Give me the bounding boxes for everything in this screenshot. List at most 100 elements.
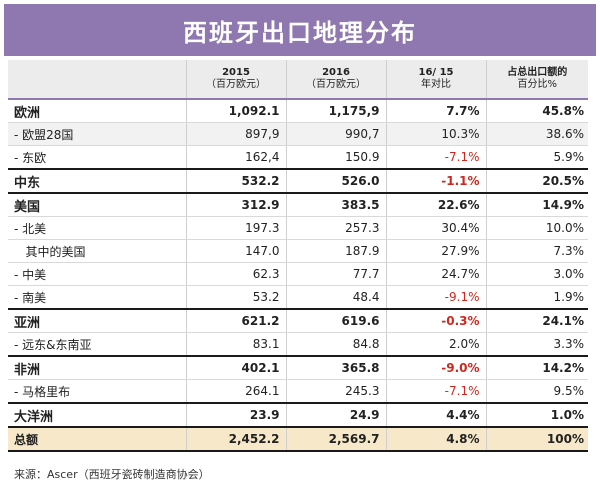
header-2016: 2016 （百万欧元）	[286, 60, 387, 100]
row-label: - 马格里布	[8, 379, 187, 404]
value-share: 24.1%	[486, 308, 588, 333]
row-label: 美国	[8, 192, 187, 217]
row-label: - 中美	[8, 262, 187, 286]
row-label: 亚洲	[8, 308, 187, 333]
value-change: 4.4%	[386, 402, 487, 428]
value-2015: 312.9	[186, 192, 287, 217]
table-body: 欧洲 1,092.1 1,175,9 7.7% 45.8% - 欧盟28国 897,9 990…	[8, 98, 588, 452]
value-share: 14.9%	[486, 192, 588, 217]
value-change: 4.8%	[386, 426, 487, 452]
value-share: 3.0%	[486, 262, 588, 286]
value-change: -1.1%	[386, 168, 487, 194]
table-row: 亚洲 621.2 619.6 -0.3% 24.1%	[8, 308, 588, 333]
value-2015: 162,4	[186, 145, 287, 170]
value-change: -9.1%	[386, 285, 487, 310]
value-share: 1.0%	[486, 402, 588, 428]
row-label: - 东欧	[8, 145, 187, 170]
table-row: 大洋洲 23.9 24.9 4.4% 1.0%	[8, 402, 588, 428]
value-change: 2.0%	[386, 332, 487, 357]
header-region	[8, 60, 187, 100]
row-label: - 北美	[8, 216, 187, 240]
header-share-label: 占总出口额的	[507, 67, 568, 78]
value-share: 9.5%	[486, 379, 588, 404]
value-share: 5.9%	[486, 145, 588, 170]
row-label: 其中的美国	[8, 239, 187, 263]
header-share-unit: 百分比%	[517, 79, 557, 90]
row-label: - 南美	[8, 285, 187, 310]
value-2016: 1,175,9	[286, 98, 387, 123]
table-title: 西班牙出口地理分布	[4, 4, 596, 56]
table-row: - 马格里布 264.1 245.3 -7.1% 9.5%	[8, 379, 588, 404]
header-change-label: 16/ 15	[418, 67, 454, 78]
value-2016: 245.3	[286, 379, 387, 404]
value-share: 100%	[486, 426, 588, 452]
table-row: - 远东&东南亚 83.1 84.8 2.0% 3.3%	[8, 332, 588, 357]
value-2015: 621.2	[186, 308, 287, 333]
total-row: 总额 2,452.2 2,569.7 4.8% 100%	[8, 426, 588, 452]
header-2015-year: 2015	[222, 67, 250, 78]
header-2016-unit: （百万欧元）	[306, 79, 366, 90]
value-share: 20.5%	[486, 168, 588, 194]
header-2015: 2015 （百万欧元）	[186, 60, 287, 100]
value-2016: 619.6	[286, 308, 387, 333]
value-change: -9.0%	[386, 355, 487, 380]
value-share: 10.0%	[486, 216, 588, 240]
row-label: - 远东&东南亚	[8, 332, 187, 357]
row-label: - 欧盟28国	[8, 122, 187, 146]
table-row: 其中的美国 147.0 187.9 27.9% 7.3%	[8, 239, 588, 263]
value-change: 7.7%	[386, 98, 487, 123]
header-2016-year: 2016	[322, 67, 350, 78]
value-2016: 990,7	[286, 122, 387, 146]
value-change: -0.3%	[386, 308, 487, 333]
table-row: 美国 312.9 383.5 22.6% 14.9%	[8, 192, 588, 217]
value-change: 24.7%	[386, 262, 487, 286]
value-share: 14.2%	[486, 355, 588, 380]
value-2016: 365.8	[286, 355, 387, 380]
value-share: 3.3%	[486, 332, 588, 357]
table-row: 非洲 402.1 365.8 -9.0% 14.2%	[8, 355, 588, 380]
header-share: 占总出口额的 百分比%	[486, 60, 588, 100]
table-row: - 中美 62.3 77.7 24.7% 3.0%	[8, 262, 588, 286]
value-2016: 84.8	[286, 332, 387, 357]
value-2015: 532.2	[186, 168, 287, 194]
value-2015: 53.2	[186, 285, 287, 310]
header-row: 2015 （百万欧元） 2016 （百万欧元） 16/ 15 年对比 占总出口额的 百分…	[8, 60, 588, 100]
header-change: 16/ 15 年对比	[386, 60, 487, 100]
value-share: 45.8%	[486, 98, 588, 123]
value-share: 7.3%	[486, 239, 588, 263]
row-label: 总额	[8, 426, 187, 452]
header-change-unit: 年对比	[421, 79, 451, 90]
table-row: 中东 532.2 526.0 -1.1% 20.5%	[8, 168, 588, 194]
table-row: - 欧盟28国 897,9 990,7 10.3% 38.6%	[8, 122, 588, 146]
value-2016: 526.0	[286, 168, 387, 194]
value-share: 38.6%	[486, 122, 588, 146]
value-2015: 197.3	[186, 216, 287, 240]
value-2015: 2,452.2	[186, 426, 287, 452]
value-change: 27.9%	[386, 239, 487, 263]
source-note: 来源：Ascer（西班牙瓷砖制造商协会）	[14, 468, 210, 481]
export-table: 2015 （百万欧元） 2016 （百万欧元） 16/ 15 年对比 占总出口额的 百分…	[8, 60, 588, 452]
value-2015: 83.1	[186, 332, 287, 357]
value-2016: 24.9	[286, 402, 387, 428]
value-change: 22.6%	[386, 192, 487, 217]
value-2015: 264.1	[186, 379, 287, 404]
value-2016: 150.9	[286, 145, 387, 170]
row-label: 大洋洲	[8, 402, 187, 428]
value-change: 10.3%	[386, 122, 487, 146]
value-2015: 1,092.1	[186, 98, 287, 123]
row-label: 中东	[8, 168, 187, 194]
value-2016: 2,569.7	[286, 426, 387, 452]
row-label: 非洲	[8, 355, 187, 380]
value-2016: 187.9	[286, 239, 387, 263]
table-row: - 东欧 162,4 150.9 -7.1% 5.9%	[8, 145, 588, 170]
value-share: 1.9%	[486, 285, 588, 310]
row-label: 欧洲	[8, 98, 187, 123]
value-2015: 23.9	[186, 402, 287, 428]
table-row: - 北美 197.3 257.3 30.4% 10.0%	[8, 216, 588, 240]
value-2015: 897,9	[186, 122, 287, 146]
value-change: 30.4%	[386, 216, 487, 240]
value-2016: 383.5	[286, 192, 387, 217]
value-2016: 48.4	[286, 285, 387, 310]
value-2015: 402.1	[186, 355, 287, 380]
